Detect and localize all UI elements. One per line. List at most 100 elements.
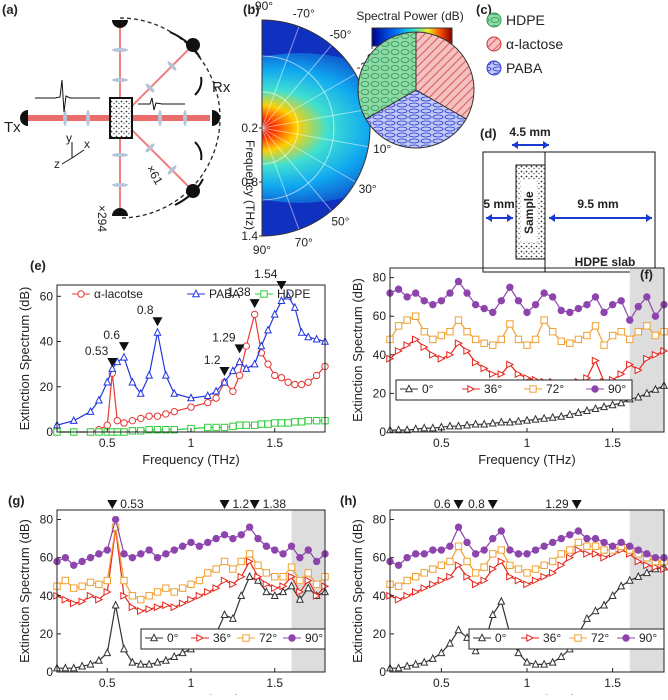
marker: [312, 416, 321, 425]
marker: [111, 515, 120, 524]
angle-label: 70°: [295, 236, 313, 250]
y-tick-label: 80: [373, 513, 387, 527]
x-tick-label: 1.5: [604, 436, 621, 450]
marker: [262, 587, 271, 596]
marker: [113, 357, 122, 366]
marker: [162, 426, 170, 434]
marker: [591, 534, 600, 543]
marker: [204, 538, 212, 547]
polar-grid: [261, 26, 300, 129]
x-tick-label: 0.5: [99, 676, 116, 690]
y-tick-label: 40: [373, 589, 387, 603]
receivers: [20, 20, 220, 216]
marker: [95, 580, 103, 589]
marker: [237, 590, 246, 599]
marker: [153, 553, 162, 562]
marker: [145, 370, 154, 379]
marker: [463, 289, 471, 297]
y-tick-label: 60: [40, 289, 54, 303]
marker: [540, 542, 548, 550]
marker: [257, 420, 266, 428]
marker: [271, 371, 279, 380]
y-tick-label: 80: [373, 271, 387, 285]
marker: [61, 663, 70, 672]
marker: [304, 416, 312, 425]
marker: [608, 590, 617, 599]
marker: [471, 335, 480, 344]
marker: [600, 600, 609, 609]
line-chart: 0 20 40 60 0.5 1 1.5 Frequency (THz) Extinction …: [17, 258, 330, 467]
marker: [120, 419, 128, 427]
marker: [429, 350, 438, 359]
marker: [204, 423, 212, 432]
marker: [617, 370, 626, 379]
marker: [153, 412, 162, 420]
marker: [86, 578, 95, 587]
marker: [284, 291, 293, 300]
marker: [574, 538, 583, 547]
y-tick-label: 20: [373, 627, 387, 641]
marker: [245, 571, 254, 580]
marker: [522, 415, 532, 424]
marker: [279, 587, 288, 596]
marker: [420, 550, 428, 558]
marker: [608, 300, 617, 309]
legend-box: [395, 379, 633, 401]
marker: [279, 582, 288, 591]
angle-label: -70°: [293, 6, 315, 20]
peak-arrow: [249, 299, 260, 309]
marker: [411, 335, 421, 344]
marker: [574, 546, 583, 555]
legend-label: 0°: [422, 382, 434, 396]
marker: [271, 419, 279, 427]
marker: [394, 322, 403, 330]
marker: [170, 603, 179, 612]
marker: [557, 411, 566, 420]
marker: [540, 413, 549, 422]
marker: [297, 327, 306, 336]
marker: [229, 387, 237, 395]
polar-grid: [261, 73, 356, 129]
marker: [591, 606, 600, 615]
marker: [229, 534, 237, 543]
marker: [145, 412, 153, 420]
marker: [617, 297, 625, 305]
marker: [403, 661, 412, 670]
legend-marker: [467, 384, 476, 394]
marker: [540, 289, 548, 297]
marker: [262, 542, 271, 550]
dimension-label: 9.5 mm: [577, 197, 618, 211]
marker: [557, 561, 566, 570]
marker: [254, 534, 262, 543]
marker: [634, 366, 643, 375]
marker: [565, 409, 574, 418]
marker: [514, 297, 523, 305]
marker: [471, 550, 480, 558]
marker: [145, 426, 153, 434]
marker: [523, 341, 531, 349]
marker: [617, 398, 626, 407]
marker: [212, 584, 221, 593]
marker: [600, 341, 608, 349]
x-tick-label: 1.5: [604, 676, 621, 690]
marker: [497, 417, 506, 426]
marker: [212, 534, 220, 543]
x-tick-label: 1: [524, 436, 531, 450]
polar-outline: [261, 19, 371, 237]
peak-arrow: [152, 317, 163, 327]
marker: [617, 538, 625, 547]
angle-label: 90°: [253, 243, 271, 257]
marker: [257, 341, 266, 350]
marker: [312, 591, 321, 600]
marker: [600, 538, 608, 547]
marker: [522, 657, 532, 666]
x-tick-label: 1.5: [266, 436, 283, 450]
marker: [235, 371, 244, 380]
marker: [617, 581, 626, 590]
marker: [566, 531, 574, 539]
legend-label: PABA: [506, 60, 543, 76]
marker: [489, 341, 497, 349]
marker: [489, 308, 497, 317]
marker: [514, 565, 523, 573]
